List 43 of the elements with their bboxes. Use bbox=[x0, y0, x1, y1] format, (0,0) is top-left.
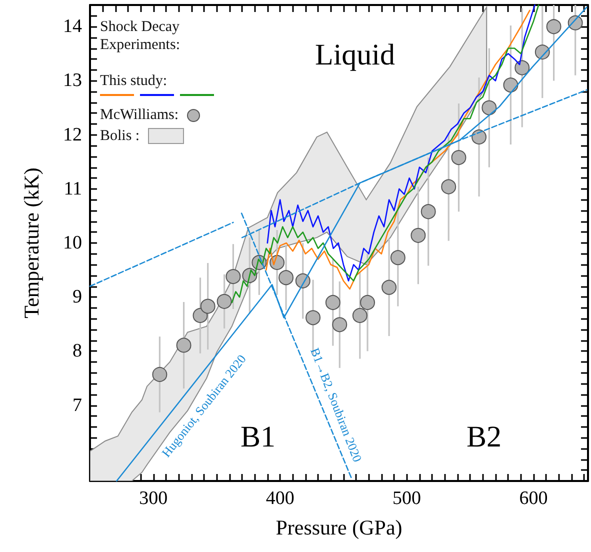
point bbox=[382, 280, 397, 295]
point bbox=[352, 308, 368, 323]
point bbox=[546, 19, 562, 34]
y-tick-label: 9 bbox=[72, 286, 82, 308]
point bbox=[410, 228, 426, 243]
point bbox=[514, 60, 530, 76]
point bbox=[451, 150, 466, 166]
y-tick-label: 12 bbox=[63, 124, 82, 146]
legend-label: McWilliams: bbox=[100, 106, 179, 124]
point bbox=[441, 179, 456, 194]
point bbox=[306, 310, 321, 326]
x-axis-title: Pressure (GPa) bbox=[276, 516, 402, 540]
x-tick-label: 300 bbox=[139, 488, 168, 509]
point bbox=[325, 295, 340, 310]
legend-label: Bolis : bbox=[100, 127, 140, 145]
y-tick-label: 11 bbox=[64, 178, 82, 200]
point bbox=[360, 295, 376, 310]
x-tick-label: 500 bbox=[392, 488, 422, 509]
point bbox=[152, 366, 168, 382]
point bbox=[420, 204, 436, 220]
annotation: B2 bbox=[466, 420, 502, 454]
point bbox=[472, 129, 487, 144]
point bbox=[226, 269, 241, 284]
annotation: Liquid bbox=[315, 38, 395, 72]
point bbox=[200, 298, 216, 314]
annotation: B1 bbox=[240, 420, 276, 454]
point bbox=[278, 270, 294, 286]
y-tick-label: 10 bbox=[63, 232, 82, 254]
y-tick-label: 14 bbox=[63, 16, 82, 38]
y-axis-title: Temperature (kK) bbox=[20, 168, 44, 318]
y-tick-label: 8 bbox=[72, 340, 82, 362]
y-tick-label: 7 bbox=[72, 394, 82, 416]
point bbox=[390, 250, 406, 266]
y-tick-label: 13 bbox=[63, 70, 82, 92]
x-tick-label: 600 bbox=[519, 488, 548, 509]
point bbox=[503, 78, 518, 93]
point bbox=[216, 294, 232, 309]
legend-title: Shock Decay Experiments: bbox=[100, 18, 181, 54]
x-tick-label: 400 bbox=[266, 488, 294, 509]
point bbox=[332, 317, 348, 332]
point bbox=[176, 338, 192, 353]
point bbox=[482, 100, 497, 116]
annotation: This study: bbox=[100, 72, 168, 90]
